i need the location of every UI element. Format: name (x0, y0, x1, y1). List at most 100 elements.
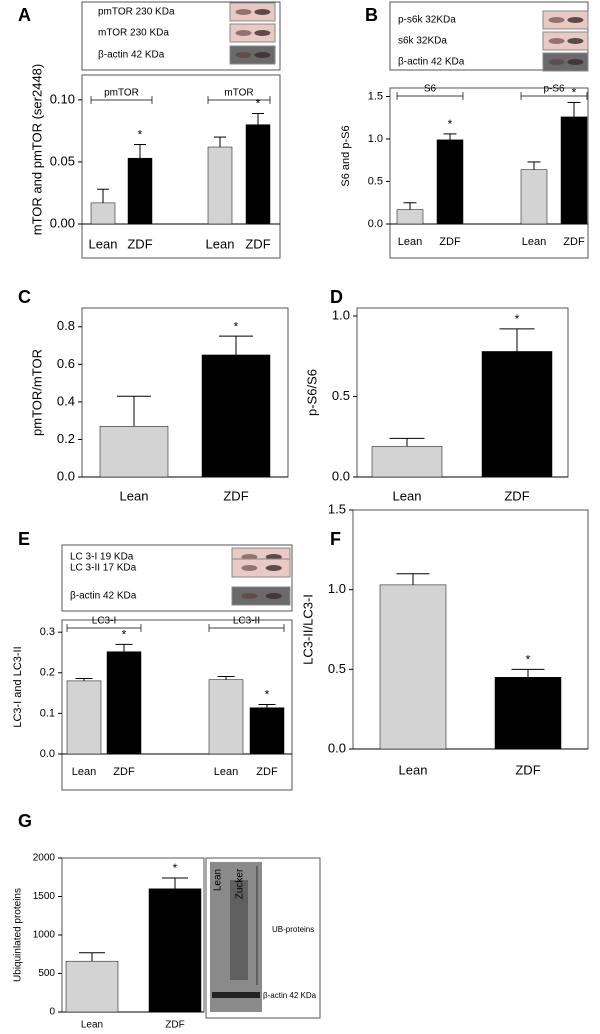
x-tick-label: Lean (81, 1020, 103, 1031)
y-tick-label: 1500 (33, 891, 56, 902)
blot-label: β-actin 42 KDa (263, 991, 317, 1000)
bar (90, 202, 116, 225)
blot-band (231, 558, 291, 578)
blot-band (229, 45, 276, 65)
panel-label: D (330, 287, 343, 307)
panel-label: A (18, 5, 31, 25)
group-label: p-S6 (543, 84, 565, 95)
plot-frame (389, 87, 589, 259)
group-label: LC3-I (92, 616, 116, 627)
blot-frame (61, 544, 293, 612)
blot-label: mTOR 230 KDa (98, 28, 169, 39)
bar (245, 124, 271, 225)
panel-label: C (18, 287, 31, 307)
blot-band (542, 10, 589, 30)
y-tick-label: 1.0 (328, 581, 346, 596)
y-tick-label: 0.05 (50, 153, 75, 168)
significance-marker: * (234, 319, 239, 333)
x-tick-label: Lean (89, 236, 118, 251)
blot-spot (241, 565, 258, 571)
bar (106, 651, 142, 755)
y-tick-label: 500 (38, 968, 55, 979)
blot-spot (548, 17, 565, 23)
x-tick-label: Lean (398, 236, 422, 248)
y-tick-label: 1.0 (368, 133, 383, 145)
y-tick-label: 0.0 (332, 468, 350, 483)
y-tick-label: 0.2 (40, 667, 55, 679)
x-tick-label: ZDF (256, 766, 278, 778)
bar (65, 960, 119, 1013)
blot-label: Lean (213, 869, 224, 891)
blot-spot (235, 30, 252, 36)
blot-frame (81, 1, 281, 71)
y-axis-label: LC3-II/LC3-I (300, 594, 315, 665)
blot-label: β-actin 42 KDa (398, 57, 465, 68)
y-tick-label: 0.8 (57, 318, 75, 333)
blot-spot (567, 17, 584, 23)
y-tick-label: 1000 (33, 930, 56, 941)
blot-label: LC 3-I 19 KDa (70, 552, 134, 563)
significance-marker: * (122, 628, 127, 642)
blot-label: p-s6k 32KDa (398, 15, 456, 26)
y-tick-label: 1.5 (368, 90, 383, 102)
panel-label: B (365, 5, 378, 25)
x-tick-label: Lean (399, 762, 428, 777)
y-tick-label: 1.0 (332, 307, 350, 322)
panel-label: F (330, 529, 341, 549)
blot-spot (548, 59, 565, 65)
x-tick-label: Lean (214, 766, 238, 778)
x-tick-label: Lean (206, 236, 235, 251)
blot-spot (235, 9, 252, 15)
blot-label: β-actin 42 KDa (98, 50, 165, 61)
significance-marker: * (526, 653, 531, 667)
blot-band (229, 23, 276, 43)
bar (481, 351, 553, 478)
blot-label: pmTOR 230 KDa (98, 7, 175, 18)
x-tick-label: Lean (120, 488, 149, 503)
bar (494, 677, 562, 750)
bar (208, 679, 244, 755)
group-label: mTOR (224, 88, 253, 99)
y-axis-label: mTOR and pmTOR (ser2448) (29, 64, 44, 235)
bar (249, 707, 285, 755)
x-tick-label: ZDF (113, 766, 135, 778)
bar (520, 169, 548, 225)
blot-label: Zucker (235, 868, 246, 899)
x-tick-label: Lean (393, 488, 422, 503)
y-tick-label: 0.4 (57, 393, 75, 408)
y-tick-label: 0.5 (332, 388, 350, 403)
blot-spot (265, 593, 282, 599)
significance-marker: * (572, 86, 577, 100)
blot-spot (567, 59, 584, 65)
bar (99, 426, 169, 478)
y-axis-label: S6 and p-S6 (340, 125, 352, 186)
y-tick-label: 0.00 (50, 215, 75, 230)
blot-frame (205, 857, 321, 1019)
significance-marker: * (138, 128, 143, 142)
blot-spot (241, 593, 258, 599)
significance-marker: * (173, 861, 178, 875)
bar (379, 584, 447, 750)
plot-frame (81, 74, 281, 259)
group-label: LC3-II (233, 616, 260, 627)
bar (207, 146, 233, 225)
significance-marker: * (515, 312, 520, 326)
y-tick-label: 0.5 (368, 175, 383, 187)
blot-band (231, 586, 291, 606)
bar (201, 354, 271, 478)
blot-band (542, 31, 589, 51)
y-tick-label: 1.5 (328, 501, 346, 516)
blot-spot (254, 52, 271, 58)
x-tick-label: ZDF (245, 236, 270, 251)
y-tick-label: 0.0 (57, 468, 75, 483)
bar (127, 157, 153, 225)
blot-spot (567, 38, 584, 44)
blot-smear (230, 880, 248, 980)
bar (436, 139, 464, 225)
plot-frame (61, 619, 293, 791)
y-tick-label: 0.1 (40, 707, 55, 719)
y-tick-label: 0.0 (328, 740, 346, 755)
y-tick-label: 0.0 (368, 218, 383, 230)
bar (371, 446, 443, 478)
